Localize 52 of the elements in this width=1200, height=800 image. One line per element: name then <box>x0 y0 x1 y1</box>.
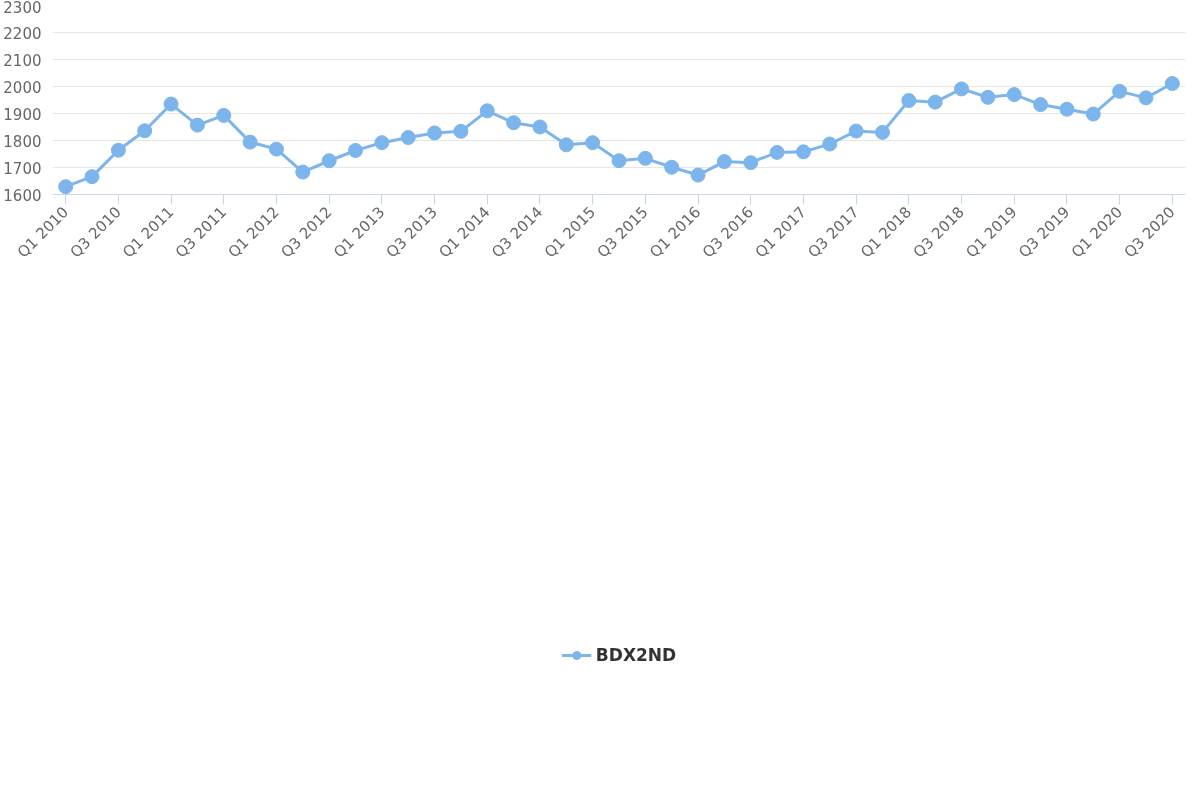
point <box>1033 97 1049 113</box>
point <box>585 135 601 151</box>
point <box>822 136 838 152</box>
point <box>743 155 759 171</box>
point <box>716 154 732 170</box>
point <box>690 167 706 183</box>
point <box>163 96 179 112</box>
point <box>84 169 100 185</box>
point <box>348 143 364 158</box>
point <box>427 125 443 141</box>
point <box>558 137 574 153</box>
point <box>1112 83 1128 99</box>
y-tick-label: 1600 <box>3 186 42 205</box>
y-tick-label: 2200 <box>3 24 42 43</box>
point <box>110 142 126 158</box>
point <box>1138 90 1154 106</box>
y-tick-label: 2300 <box>3 0 42 17</box>
point <box>795 144 811 160</box>
point <box>1006 87 1022 103</box>
point <box>954 81 970 97</box>
point <box>137 123 153 139</box>
point <box>1164 76 1180 92</box>
point <box>295 164 311 180</box>
y-tick-label: 2100 <box>3 51 42 70</box>
point <box>1085 106 1101 122</box>
y-tick-label: 1700 <box>3 159 42 178</box>
y-tick-label: 2000 <box>3 78 42 97</box>
point <box>611 153 627 169</box>
point <box>268 141 284 157</box>
point <box>479 103 495 119</box>
point <box>848 123 864 139</box>
point <box>664 159 680 175</box>
point <box>189 117 205 133</box>
point <box>242 134 258 150</box>
point <box>637 150 653 166</box>
point <box>927 94 943 110</box>
point <box>901 93 917 109</box>
point <box>1059 101 1075 117</box>
point <box>400 130 416 146</box>
point <box>321 153 337 169</box>
y-tick-label: 1900 <box>3 105 42 124</box>
point <box>216 107 232 123</box>
point <box>532 119 548 135</box>
point <box>58 179 74 195</box>
point <box>769 144 785 160</box>
y-tick-label: 1800 <box>3 132 42 151</box>
point <box>506 115 522 131</box>
point <box>374 135 390 151</box>
point <box>874 124 890 140</box>
legend-label: BDX2ND <box>595 645 677 665</box>
point <box>453 123 469 139</box>
point <box>980 89 996 105</box>
